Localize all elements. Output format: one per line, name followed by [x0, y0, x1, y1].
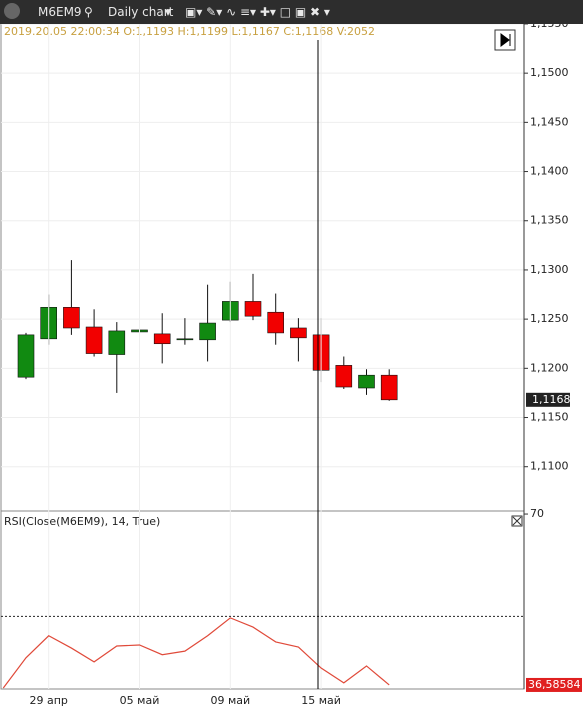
y-tick-label: 1,1450 — [530, 115, 569, 128]
last-price-label: 1,1168 — [532, 393, 571, 406]
plot-frame — [0, 24, 525, 690]
candle-body — [63, 307, 80, 329]
x-tick-label: 09 май — [210, 694, 250, 707]
candle-body — [290, 327, 307, 339]
rsi-title: RSI(Close(M6EM9), 14, True) — [4, 515, 160, 528]
x-tick-label: 29 апр — [29, 694, 67, 707]
candle-body — [176, 338, 194, 341]
search-icon[interactable]: ⚲ — [84, 5, 93, 19]
y-tick-label: 1,1150 — [530, 411, 569, 424]
y-tick-label: 1,1550 — [530, 24, 569, 30]
symbol[interactable]: M6EM9 — [38, 5, 82, 19]
y-tick-label: 1,1400 — [530, 165, 569, 178]
y-tick-label: 1,1350 — [530, 214, 569, 227]
candle-body — [153, 333, 171, 345]
candle-body — [358, 374, 375, 389]
rsi-value-label: 36,58584 — [528, 678, 581, 691]
y-tick-label: 1,1200 — [530, 361, 569, 374]
candle-body — [244, 301, 262, 317]
scroll-icon — [500, 33, 511, 47]
logo[interactable] — [4, 3, 20, 19]
candle-body — [267, 311, 285, 334]
rsi-value-box — [526, 677, 582, 692]
rsi-line — [2, 617, 390, 689]
toolbar: M6EM9 ⚲ Daily chart ▾ ▣▾ ✎▾ ∿ ≡▾ ✚▾ □ ▣ … — [0, 0, 583, 24]
chart: 2019.20.05 22:00:34 O:1,1193 H:1,1199 L:… — [0, 24, 582, 707]
x-tick-label: 15 май — [301, 694, 341, 707]
candle-body — [85, 326, 103, 354]
candle-body — [335, 365, 353, 388]
y-tick-label: 1,1100 — [530, 460, 569, 473]
timeframe[interactable]: Daily chart — [108, 5, 174, 19]
y-tick-label: 1,1500 — [530, 66, 569, 79]
candle-body — [108, 330, 126, 355]
info-line: 2019.20.05 22:00:34 O:1,1193 H:1,1199 L:… — [4, 25, 375, 38]
x-tick-label: 05 май — [120, 694, 160, 707]
candle-body — [380, 374, 398, 401]
dropdown-arrow[interactable]: ▾ — [165, 5, 172, 19]
close-icon — [512, 516, 522, 526]
candle-body — [199, 322, 216, 341]
y-tick-label: 70 — [530, 507, 544, 520]
last-price-box — [526, 392, 570, 407]
toolbar-icons[interactable]: ▣▾ ✎▾ ∿ ≡▾ ✚▾ □ ▣ ✖ ▾ — [185, 5, 330, 19]
candle-body — [17, 334, 35, 378]
y-tick-label: 1,1250 — [530, 312, 569, 325]
y-tick-label: 1,1300 — [530, 263, 569, 276]
